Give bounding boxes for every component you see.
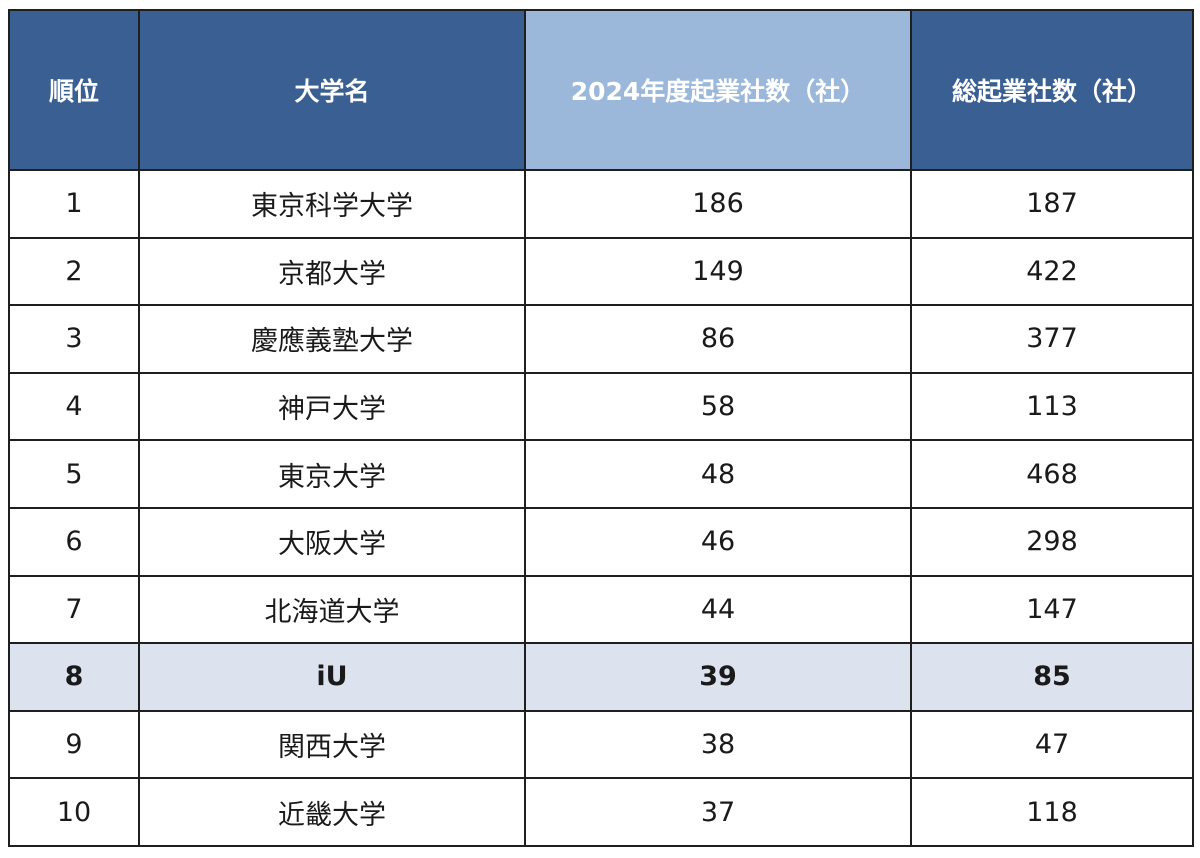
rank-cell: 1 [8, 169, 140, 239]
table-row: 9 関西大学 38 47 [8, 709, 1194, 780]
startups-2024-cell: 37 [524, 777, 912, 847]
table-row: 1 東京科学大学 186 187 [8, 169, 1194, 239]
table-row: 5 東京大学 48 468 [8, 439, 1194, 509]
startups-total-cell: 468 [910, 439, 1194, 509]
startups-total-cell: 118 [910, 777, 1194, 847]
header-university: 大学名 [138, 9, 526, 171]
header-rank: 順位 [8, 9, 140, 171]
rank-cell: 3 [8, 304, 140, 374]
university-cell: 近畿大学 [138, 777, 526, 847]
rank-cell: 6 [8, 506, 140, 577]
rank-cell: 7 [8, 574, 140, 645]
university-cell: 神戸大学 [138, 371, 526, 442]
startups-total-cell: 113 [910, 371, 1194, 442]
startups-total-cell: 187 [910, 169, 1194, 239]
table-header: 順位 大学名 2024年度起業社数（社） 総起業社数（社） [8, 9, 1194, 171]
table-row: 10 近畿大学 37 118 [8, 777, 1194, 847]
header-row: 順位 大学名 2024年度起業社数（社） 総起業社数（社） [8, 9, 1194, 171]
table-row: 3 慶應義塾大学 86 377 [8, 304, 1194, 374]
university-cell: 東京大学 [138, 439, 526, 509]
startups-total-cell: 85 [910, 642, 1194, 712]
university-startup-ranking-table: 順位 大学名 2024年度起業社数（社） 総起業社数（社） 1 東京科学大学 1… [8, 9, 1194, 847]
university-cell: iU [138, 642, 526, 712]
startups-2024-cell: 48 [524, 439, 912, 509]
rank-cell: 2 [8, 236, 140, 307]
rank-cell: 8 [8, 642, 140, 712]
startups-2024-cell: 38 [524, 709, 912, 780]
university-cell: 京都大学 [138, 236, 526, 307]
startups-2024-cell: 44 [524, 574, 912, 645]
startups-total-cell: 422 [910, 236, 1194, 307]
startups-2024-cell: 86 [524, 304, 912, 374]
university-cell: 大阪大学 [138, 506, 526, 577]
rank-cell: 9 [8, 709, 140, 780]
startups-total-cell: 47 [910, 709, 1194, 780]
university-cell: 北海道大学 [138, 574, 526, 645]
startups-2024-cell: 186 [524, 169, 912, 239]
university-cell: 関西大学 [138, 709, 526, 780]
university-cell: 慶應義塾大学 [138, 304, 526, 374]
rank-cell: 5 [8, 439, 140, 509]
startups-2024-cell: 46 [524, 506, 912, 577]
table-row: 7 北海道大学 44 147 [8, 574, 1194, 645]
table-body: 1 東京科学大学 186 187 2 京都大学 149 422 3 慶應義塾大学… [8, 169, 1194, 847]
table-row: 2 京都大学 149 422 [8, 236, 1194, 307]
startups-2024-cell: 39 [524, 642, 912, 712]
startups-total-cell: 147 [910, 574, 1194, 645]
header-startups-total: 総起業社数（社） [910, 9, 1194, 171]
startups-total-cell: 377 [910, 304, 1194, 374]
table-row-highlighted: 8 iU 39 85 [8, 642, 1194, 712]
startups-total-cell: 298 [910, 506, 1194, 577]
table-row: 6 大阪大学 46 298 [8, 506, 1194, 577]
startups-2024-cell: 58 [524, 371, 912, 442]
startups-2024-cell: 149 [524, 236, 912, 307]
header-startups-2024: 2024年度起業社数（社） [524, 9, 912, 171]
university-cell: 東京科学大学 [138, 169, 526, 239]
rank-cell: 4 [8, 371, 140, 442]
rank-cell: 10 [8, 777, 140, 847]
table-row: 4 神戸大学 58 113 [8, 371, 1194, 442]
